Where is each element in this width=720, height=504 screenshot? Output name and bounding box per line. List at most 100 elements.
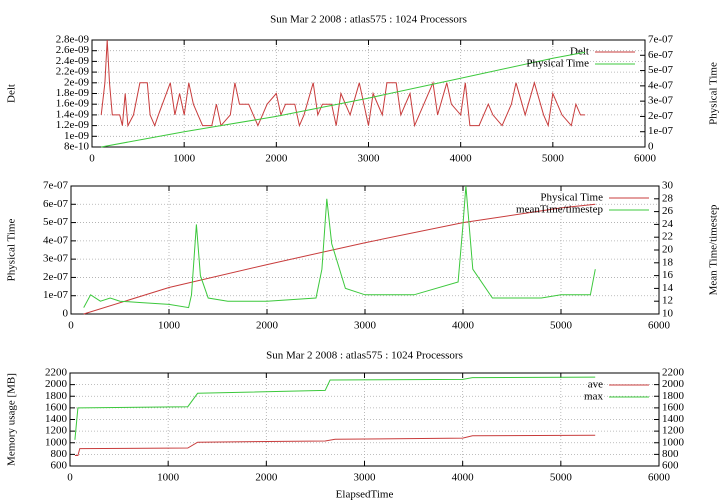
y2-tick-label: 0 [648, 141, 654, 153]
x-axis-label: ElapsedTime [336, 489, 394, 501]
y2-tick-label: 3e-07 [648, 95, 674, 107]
legend-label: meanTime/timestep [516, 204, 603, 216]
y2-tick-label: 18 [662, 256, 674, 268]
y-axis-label: Memory usage [MB] [6, 373, 18, 466]
y2-tick-label: 7e-07 [648, 34, 674, 46]
legend-label: Physical Time [526, 58, 589, 70]
y2-tick-label: 20 [662, 244, 674, 256]
x-tick-label: 1000 [158, 320, 181, 332]
x-tick-label: 3000 [354, 320, 377, 332]
y-tick-label: 1.6e-09 [56, 98, 90, 110]
y-axis-label: Physical Time [6, 219, 18, 282]
x-tick-label: 6000 [648, 320, 671, 332]
y2-tick-label: 1800 [662, 390, 685, 402]
plot-frame [91, 39, 646, 148]
y2-tick-label: 16 [662, 269, 674, 281]
y2-tick-label: 4e-07 [648, 79, 674, 91]
y-tick-label: 600 [51, 460, 68, 472]
y-tick-label: 5e-07 [43, 216, 69, 228]
y2-axis-label: Physical Time [708, 62, 720, 125]
x-tick-label: 0 [67, 472, 73, 484]
y-tick-label: 1.8e-09 [56, 87, 90, 99]
y2-tick-label: 1200 [662, 425, 685, 437]
x-tick-label: 4000 [450, 153, 473, 165]
y-tick-label: 2.2e-09 [56, 66, 90, 78]
y-tick-label: 1e-09 [64, 130, 90, 142]
data-line [83, 203, 596, 315]
x-tick-label: 0 [89, 153, 95, 165]
y2-tick-label: 2200 [662, 367, 685, 379]
plot-frame [70, 185, 660, 315]
y2-tick-label: 1600 [662, 401, 685, 413]
y2-tick-label: 1000 [662, 436, 685, 448]
legend-label: Physical Time [540, 192, 603, 204]
y2-tick-label: 2e-07 [648, 110, 674, 122]
y2-tick-label: 28 [662, 192, 674, 204]
y-tick-label: 8e-10 [64, 141, 90, 153]
y-tick-label: 6e-07 [43, 198, 69, 210]
y2-tick-label: 14 [662, 282, 674, 294]
data-line [74, 376, 596, 440]
y-tick-label: 800 [51, 448, 68, 460]
y2-tick-label: 2000 [662, 378, 685, 390]
y2-tick-label: 5e-07 [648, 64, 674, 76]
y2-tick-label: 22 [662, 231, 673, 243]
x-tick-label: 6000 [634, 153, 657, 165]
y-tick-label: 1000 [45, 436, 68, 448]
y-axis-label: Delt [6, 84, 18, 103]
data-line [83, 185, 596, 309]
y-tick-label: 2e-07 [43, 271, 69, 283]
y2-tick-label: 1e-07 [648, 125, 674, 137]
y2-axis-label: Mean Time/timestep [708, 204, 720, 295]
x-tick-label: 1000 [157, 472, 180, 484]
legend-label: Delt [570, 46, 589, 58]
plot-frame [69, 372, 660, 467]
y-tick-label: 1200 [45, 425, 68, 437]
y-tick-label: 4e-07 [43, 234, 69, 246]
y-tick-label: 1600 [45, 401, 68, 413]
y-tick-label: 1400 [45, 413, 68, 425]
y-tick-label: 2e-09 [64, 76, 90, 88]
y-tick-label: 2000 [45, 378, 68, 390]
y2-tick-label: 30 [662, 180, 674, 192]
y2-tick-label: 12 [662, 295, 673, 307]
y-tick-label: 2200 [45, 367, 68, 379]
x-tick-label: 4000 [452, 472, 475, 484]
legend-label: ave [588, 379, 603, 391]
x-tick-label: 5000 [542, 153, 565, 165]
y2-tick-label: 800 [662, 448, 679, 460]
y2-tick-label: 26 [662, 205, 674, 217]
y-tick-label: 2.6e-09 [56, 44, 90, 56]
x-tick-label: 3000 [358, 153, 381, 165]
chart-title: Sun Mar 2 2008 : atlas575 : 1024 Process… [266, 350, 463, 362]
x-tick-label: 5000 [550, 320, 573, 332]
y-tick-label: 3e-07 [43, 253, 69, 265]
x-tick-label: 6000 [648, 472, 671, 484]
y-tick-label: 1.4e-09 [56, 108, 90, 120]
legend-label: max [584, 391, 603, 403]
y2-tick-label: 24 [662, 218, 674, 230]
y2-tick-label: 600 [662, 460, 679, 472]
x-tick-label: 2000 [255, 472, 278, 484]
y-tick-label: 2.4e-09 [56, 55, 90, 67]
y2-tick-label: 1400 [662, 413, 685, 425]
y-tick-label: 1e-07 [43, 289, 69, 301]
y2-tick-label: 6e-07 [648, 49, 674, 61]
chart-title: Sun Mar 2 2008 : atlas575 : 1024 Process… [270, 14, 467, 26]
y2-tick-label: 10 [662, 308, 674, 320]
y-tick-label: 1.2e-09 [56, 119, 90, 131]
x-tick-label: 3000 [354, 472, 377, 484]
x-tick-label: 2000 [256, 320, 279, 332]
data-line [101, 51, 586, 148]
y-tick-label: 7e-07 [43, 180, 69, 192]
data-line [74, 434, 596, 456]
x-tick-label: 1000 [173, 153, 196, 165]
x-tick-label: 5000 [550, 472, 573, 484]
x-tick-label: 0 [68, 320, 74, 332]
data-line [100, 39, 586, 128]
y-tick-label: 2.8e-09 [56, 34, 90, 46]
x-tick-label: 2000 [265, 153, 288, 165]
y-tick-label: 0 [63, 308, 69, 320]
y-tick-label: 1800 [45, 390, 68, 402]
